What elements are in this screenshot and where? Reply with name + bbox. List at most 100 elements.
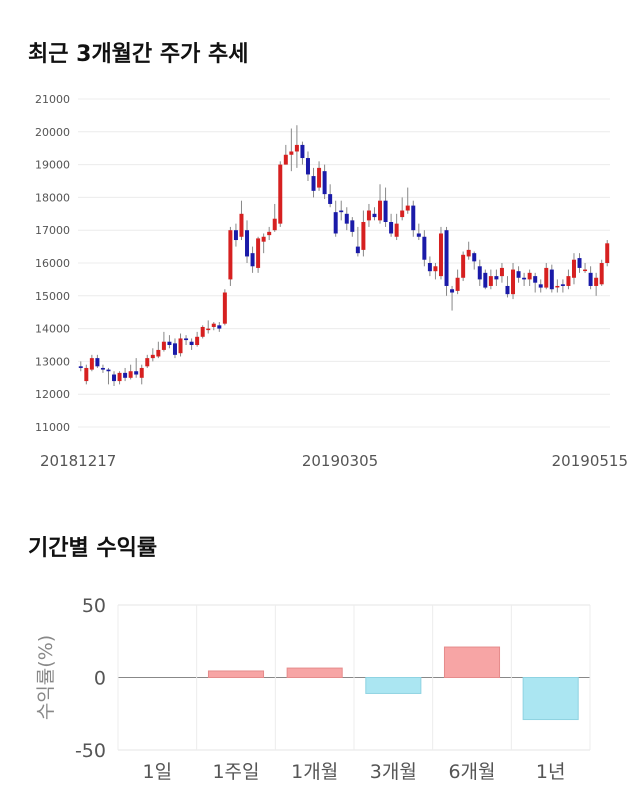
candle-body [344,213,349,224]
y-tick-label: 19000 [35,159,70,172]
candle-body [422,236,427,260]
candle-body [400,210,405,218]
x-tick-label: 20190305 [302,452,378,470]
candle-body [333,212,338,234]
candle-body [272,218,277,231]
y-tick-label: 20000 [35,126,70,139]
candle-body [195,336,200,345]
candle-body [416,233,421,237]
candle-body [283,154,288,165]
candle-body [300,144,305,159]
candle-body [106,369,111,372]
candle-body [405,205,410,211]
candle-body [389,222,394,234]
candle-body [427,263,432,272]
candle-body [294,144,299,152]
candle-body [511,269,516,295]
y-tick-label: 21000 [35,93,70,106]
candle-body [433,266,438,272]
y-tick-label: 18000 [35,191,70,204]
candle-body [112,374,117,382]
y-tick-label: 12000 [35,388,70,401]
y-tick-label: 14000 [35,323,70,336]
candle-body [505,285,510,295]
candle-body [599,263,604,285]
return-bar [522,677,579,721]
candle-body [378,200,383,221]
candle-body [305,158,310,175]
y-tick-label: 11000 [35,421,70,434]
candle-body [117,372,122,382]
candle-body [394,223,399,237]
y-tick-label: 16000 [35,257,70,270]
candle-body [372,213,377,218]
candle-body [84,367,89,382]
y-tick-label: -50 [75,740,106,762]
candle-body [89,358,94,370]
candle-body [594,277,599,286]
candle-body [278,164,283,224]
price-chart-title: 최근 3개월간 주가 추세 [28,42,249,67]
candle-body [139,367,144,378]
candle-body [206,328,211,331]
candle-body [549,269,554,290]
price-candlestick-chart: 11000 12000 13000 14000 15000 16000 17000 18000… [35,93,628,470]
candle-body [366,210,371,221]
candle-body [245,230,250,257]
candle-body [289,151,294,155]
candle-body [156,349,161,357]
candle-body [184,338,189,341]
y-tick-label: 50 [82,595,106,617]
x-category-label: 1년 [536,761,566,783]
candle-body [161,341,166,350]
candle-body [455,277,460,291]
candle-body [217,325,222,329]
candle-body [239,213,244,237]
candle-body [522,277,527,280]
return-bar [286,667,343,678]
candle-body [317,167,322,188]
candle-body [256,238,261,268]
return-bar [443,646,501,678]
candle-body [172,343,177,355]
candle-body [461,254,466,278]
candle-body [444,230,449,286]
candle-body [311,176,316,191]
candle-body [228,230,233,280]
candle-body [566,276,571,286]
candle-body [383,200,388,222]
x-tick-label: 20181217 [40,452,116,470]
candle-body [438,233,443,277]
candle-body [211,323,216,327]
returns-bar-chart: 50 0 -50 1일 1주일 1개월 3개월 6개월 1년 수익률(%) [35,595,591,783]
y-tick-label: 13000 [35,355,70,368]
candle-body [250,253,255,267]
candle-body [339,210,344,213]
x-category-label: 1일 [143,761,173,783]
y-tick-label: 0 [94,668,106,690]
y-axis-label: 수익률(%) [35,635,57,720]
candle-body [538,284,543,288]
candle-body [488,276,493,286]
candle-body [533,276,538,283]
candle-body [494,276,499,280]
candle-body [571,259,576,278]
candle-body [95,358,100,367]
candle-body [134,371,139,375]
candle-body [466,249,471,257]
candle-body [145,358,150,367]
candle-body [516,271,521,278]
candle-body [123,372,128,378]
candle-body [355,246,360,254]
candle-body [261,236,266,242]
returns-chart-title: 기간별 수익률 [28,536,158,561]
candle-body [178,338,183,354]
candle-body [477,266,482,280]
candle-body [189,341,194,345]
candle-body [328,194,333,204]
return-bar [365,677,422,694]
candle-body [450,289,455,293]
candle-body [361,222,366,250]
candle-body [472,253,477,262]
x-category-label: 6개월 [448,761,495,783]
